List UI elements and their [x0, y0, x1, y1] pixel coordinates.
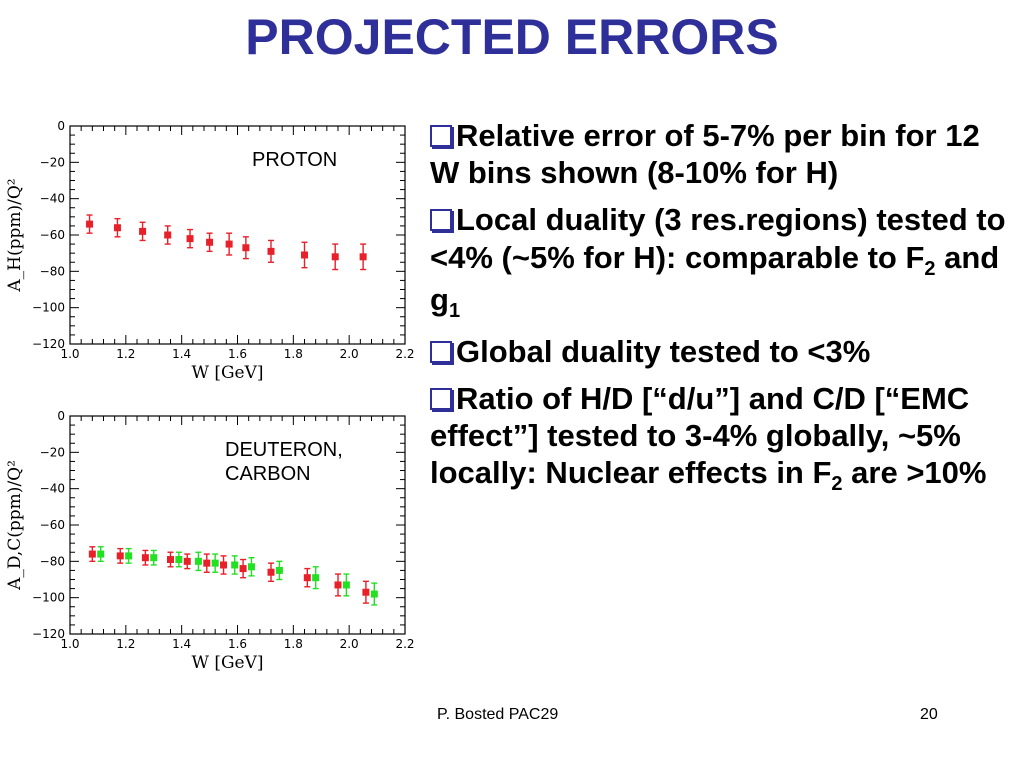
square-bullet-icon [430, 125, 452, 147]
data-point [150, 554, 158, 562]
deuteron-carbon-chart: 1.0 1.2 1.4 1.6 1.8 2.0 2.2 0 −20 −40 −60 −80 −100 −1… [0, 402, 420, 692]
data-point [334, 581, 342, 589]
chart-annotation: DEUTERON, [225, 439, 343, 461]
proton-chart: 1.0 1.2 1.4 1.6 1.8 2.0 2.2 0 −20 −40 −60 −80 −100 −1… [0, 112, 420, 402]
data-point [231, 561, 239, 569]
data-point [183, 557, 191, 565]
bullet-item-1: Relative error of 5-7% per bin for 12 W … [430, 117, 1010, 191]
x-tick-label: 1.6 [228, 347, 247, 361]
square-bullet-icon [430, 209, 452, 232]
data-point [303, 574, 311, 582]
data-point [203, 559, 211, 567]
x-tick-label: 1.0 [60, 347, 79, 361]
x-tick-label: 1.2 [116, 637, 135, 651]
y-tick-label: −120 [32, 337, 65, 351]
x-tick-label: 1.4 [172, 637, 191, 651]
subscript-2: 2 [831, 473, 843, 496]
proton-chart-svg: 1.0 1.2 1.4 1.6 1.8 2.0 2.2 0 −20 −40 −60 −80 −100 −1… [5, 119, 415, 383]
y-tick-label: −80 [40, 554, 65, 568]
data-point [331, 253, 339, 261]
x-tick-label: 1.2 [116, 347, 135, 361]
deuteron-carbon-chart-svg: 1.0 1.2 1.4 1.6 1.8 2.0 2.2 0 −20 −40 −60 −80 −100 −1… [5, 409, 415, 673]
x-tick-label: 1.4 [172, 347, 191, 361]
bullet-text-2b: and g [430, 239, 1000, 317]
x-axis-title: W [GeV] [191, 363, 263, 383]
x-tick-label: 1.6 [228, 637, 247, 651]
y-tick-label: −20 [40, 155, 65, 169]
data-point [88, 550, 96, 558]
data-point [362, 588, 370, 596]
subscript-2: 2 [924, 257, 936, 280]
bullet-text-3: Global duality tested to <3% [456, 333, 871, 369]
x-tick-label: 1.0 [60, 637, 79, 651]
bullet-text-4a: Ratio of H/D [“d/u”] and C/D [“EMC effec… [430, 380, 970, 491]
data-point [370, 590, 378, 598]
data-point [125, 552, 133, 560]
y-tick-label: −100 [32, 301, 65, 315]
y-tick-label: −60 [40, 228, 65, 242]
bullet-text-2a: Local duality (3 res.regions) tested to … [430, 202, 1006, 275]
data-point [186, 235, 194, 243]
bullet-item-3: Global duality tested to <3% [430, 333, 1010, 370]
data-point [242, 244, 250, 252]
page-number: 20 [920, 706, 938, 723]
data-point [267, 568, 275, 576]
bullet-list: Relative error of 5-7% per bin for 12 W … [430, 117, 1010, 506]
y-tick-label: −80 [40, 264, 65, 278]
square-bullet-icon [430, 387, 452, 410]
data-point [359, 253, 367, 261]
data-point [141, 554, 149, 562]
bullet-item-2: Local duality (3 res.regions) tested to … [430, 201, 1010, 322]
y-tick-label: −100 [32, 591, 65, 605]
y-axis-title: A_D,C(ppm)/Q² [5, 460, 25, 591]
slide-title: PROJECTED ERRORS [245, 9, 779, 65]
data-point [267, 247, 275, 255]
data-point [164, 231, 172, 239]
y-tick-label: −40 [40, 482, 65, 496]
square-bullet-icon [430, 340, 452, 363]
x-tick-label: 1.8 [284, 637, 303, 651]
data-point [301, 251, 308, 259]
y-tick-label: −20 [40, 445, 65, 459]
bullet-item-4: Ratio of H/D [“d/u”] and C/D [“EMC effec… [430, 380, 1010, 496]
y-tick-label: 0 [57, 119, 65, 133]
bullet-text-4b: are >10% [842, 455, 987, 491]
footer-author: P. Bosted PAC29 [437, 706, 559, 723]
data-point [211, 559, 219, 567]
chart-annotation: CARBON [225, 463, 311, 485]
data-point [97, 550, 105, 558]
x-tick-label: 2.0 [340, 347, 359, 361]
plot-frame [69, 125, 406, 345]
y-tick-label: −120 [32, 627, 65, 641]
data-point [86, 220, 94, 228]
y-tick-label: 0 [57, 409, 65, 423]
x-axis-title: W [GeV] [191, 653, 263, 673]
subscript-1: 1 [448, 299, 461, 322]
y-tick-label: −60 [40, 518, 65, 532]
x-tick-label: 1.8 [284, 347, 303, 361]
x-tick-label: 2.2 [395, 637, 414, 651]
data-point [206, 238, 214, 246]
data-point [167, 556, 174, 564]
data-point [239, 565, 247, 573]
data-point [247, 563, 255, 571]
data-point [220, 561, 228, 569]
data-point [175, 556, 183, 564]
bullet-text-1: Relative error of 5-7% per bin for 12 W … [430, 118, 980, 191]
data-point [275, 566, 283, 574]
data-point [194, 557, 202, 565]
data-point [113, 224, 121, 232]
y-axis-title: A_H(ppm)/Q² [5, 178, 25, 292]
data-point [116, 552, 124, 560]
x-tick-label: 2.0 [340, 637, 359, 651]
data-point [139, 227, 147, 235]
x-tick-label: 2.2 [395, 347, 414, 361]
data-point [342, 581, 350, 589]
y-tick-label: −40 [40, 192, 65, 206]
data-point [312, 574, 320, 582]
data-point [225, 240, 233, 248]
chart-annotation: PROTON [252, 149, 337, 171]
